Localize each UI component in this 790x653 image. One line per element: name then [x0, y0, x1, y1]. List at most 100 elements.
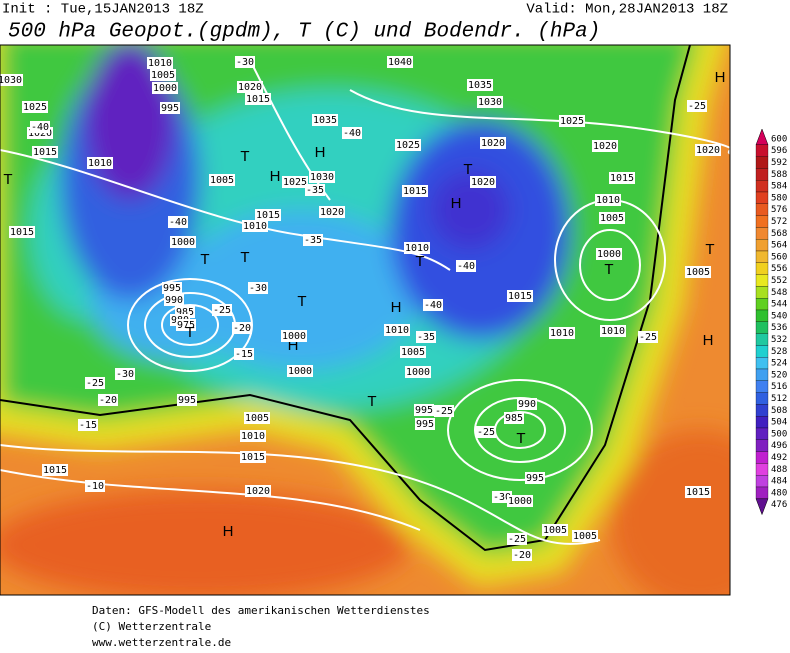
label-box [525, 472, 545, 484]
colorbar-swatch [755, 239, 769, 252]
label-box [282, 176, 308, 188]
colorbar-label: 504 [771, 418, 787, 428]
label-box [212, 304, 232, 316]
colorbar-swatch [755, 286, 769, 299]
colorbar-label: 552 [771, 276, 787, 286]
label-box [32, 146, 58, 158]
colorbar-swatch [755, 333, 769, 346]
colorbar-swatch [755, 463, 769, 476]
colorbar-swatch [755, 368, 769, 381]
label-box [152, 82, 178, 94]
pressure-center: T [415, 253, 424, 270]
contour-label: 1005 [600, 213, 624, 224]
pressure-center: T [200, 251, 209, 268]
label-box [395, 139, 421, 151]
colorbar-swatch [755, 486, 769, 499]
contour-label: 995 [163, 283, 181, 294]
colorbar-label: 500 [771, 429, 787, 439]
pressure-center: H [703, 332, 714, 349]
label-box [456, 260, 476, 272]
contour-label: 995 [415, 405, 433, 416]
colorbar-label: 484 [771, 477, 787, 487]
label-box [78, 419, 98, 431]
label-box [685, 486, 711, 498]
contour-label: 1015 [33, 147, 57, 158]
label-box [235, 56, 255, 68]
contour-label: 1015 [403, 186, 427, 197]
label-box [162, 282, 182, 294]
contour-label: 1010 [405, 243, 429, 254]
colorbar-swatch [755, 309, 769, 322]
contour-label: 1015 [610, 173, 634, 184]
label-box [404, 242, 430, 254]
label-box [402, 185, 428, 197]
contour-label: 1000 [508, 496, 532, 507]
colorbar-swatch [755, 416, 769, 429]
pressure-center: T [3, 171, 12, 188]
map-area: 10301025102010151010T1015101010051000995… [0, 45, 730, 595]
label-box [309, 171, 335, 183]
contour-label: -25 [213, 305, 231, 316]
contour-label: 1035 [313, 115, 337, 126]
contour-label: 1025 [23, 102, 47, 113]
pressure-center: H [270, 168, 281, 185]
colorbar-swatch [755, 451, 769, 464]
contour-label: 1020 [28, 128, 52, 139]
colorbar-swatch [755, 180, 769, 193]
contour-label: 1025 [283, 177, 307, 188]
map-frame [0, 44, 731, 596]
contour-label: 1010 [385, 325, 409, 336]
pressure-center: H [288, 337, 299, 354]
contour-label: 1015 [686, 487, 710, 498]
pressure-center: T [463, 161, 472, 178]
colorbar-swatch [755, 156, 769, 169]
label-box [147, 57, 173, 69]
contour-label: 1000 [171, 237, 195, 248]
label-box [507, 533, 527, 545]
label-box [85, 377, 105, 389]
pressure-center: T [367, 393, 376, 410]
label-box [507, 290, 533, 302]
label-box [415, 418, 435, 430]
label-box [609, 172, 635, 184]
contour-label: 1040 [388, 57, 412, 68]
colorbar-swatch [755, 475, 769, 488]
colorbar-label: 548 [771, 288, 787, 298]
contour-label: 1030 [310, 172, 334, 183]
contour-label: 995 [178, 395, 196, 406]
colorbar-label: 596 [771, 146, 787, 156]
contour-label: 1010 [550, 328, 574, 339]
label-box [176, 319, 196, 331]
colorbar-label: 532 [771, 335, 787, 345]
label-box [687, 100, 707, 112]
label-box [592, 140, 618, 152]
contour-label: 1015 [246, 94, 270, 105]
contour-label: 995 [526, 473, 544, 484]
contour-label: 1020 [593, 141, 617, 152]
label-box [248, 282, 268, 294]
pressure-center: H [715, 69, 726, 86]
contour-label: 1020 [481, 138, 505, 149]
colorbar-label: 560 [771, 252, 787, 262]
label-box [177, 394, 197, 406]
pressure-center: T [240, 148, 249, 165]
label-box [209, 174, 235, 186]
contour-label: 1005 [245, 413, 269, 424]
contour-label: 1015 [43, 465, 67, 476]
colorbar-swatch [755, 250, 769, 263]
label-box [281, 330, 307, 342]
label-box [164, 294, 184, 306]
label-box [517, 398, 537, 410]
label-box [168, 216, 188, 228]
contour-label: -35 [304, 235, 322, 246]
colorbar-swatch [755, 203, 769, 216]
contour-label: -25 [688, 101, 706, 112]
pressure-center: T [297, 293, 306, 310]
contour-label: 995 [416, 419, 434, 430]
init-time: Init : Tue,15JAN2013 18Z [2, 2, 204, 18]
map-title: 500 hPa Geopot.(gpdm), T (C) und Bodendr… [8, 21, 600, 44]
label-box [470, 176, 496, 188]
pressure-center: T [705, 241, 714, 258]
contour-label: -10 [86, 481, 104, 492]
colorbar-swatch [755, 144, 769, 157]
